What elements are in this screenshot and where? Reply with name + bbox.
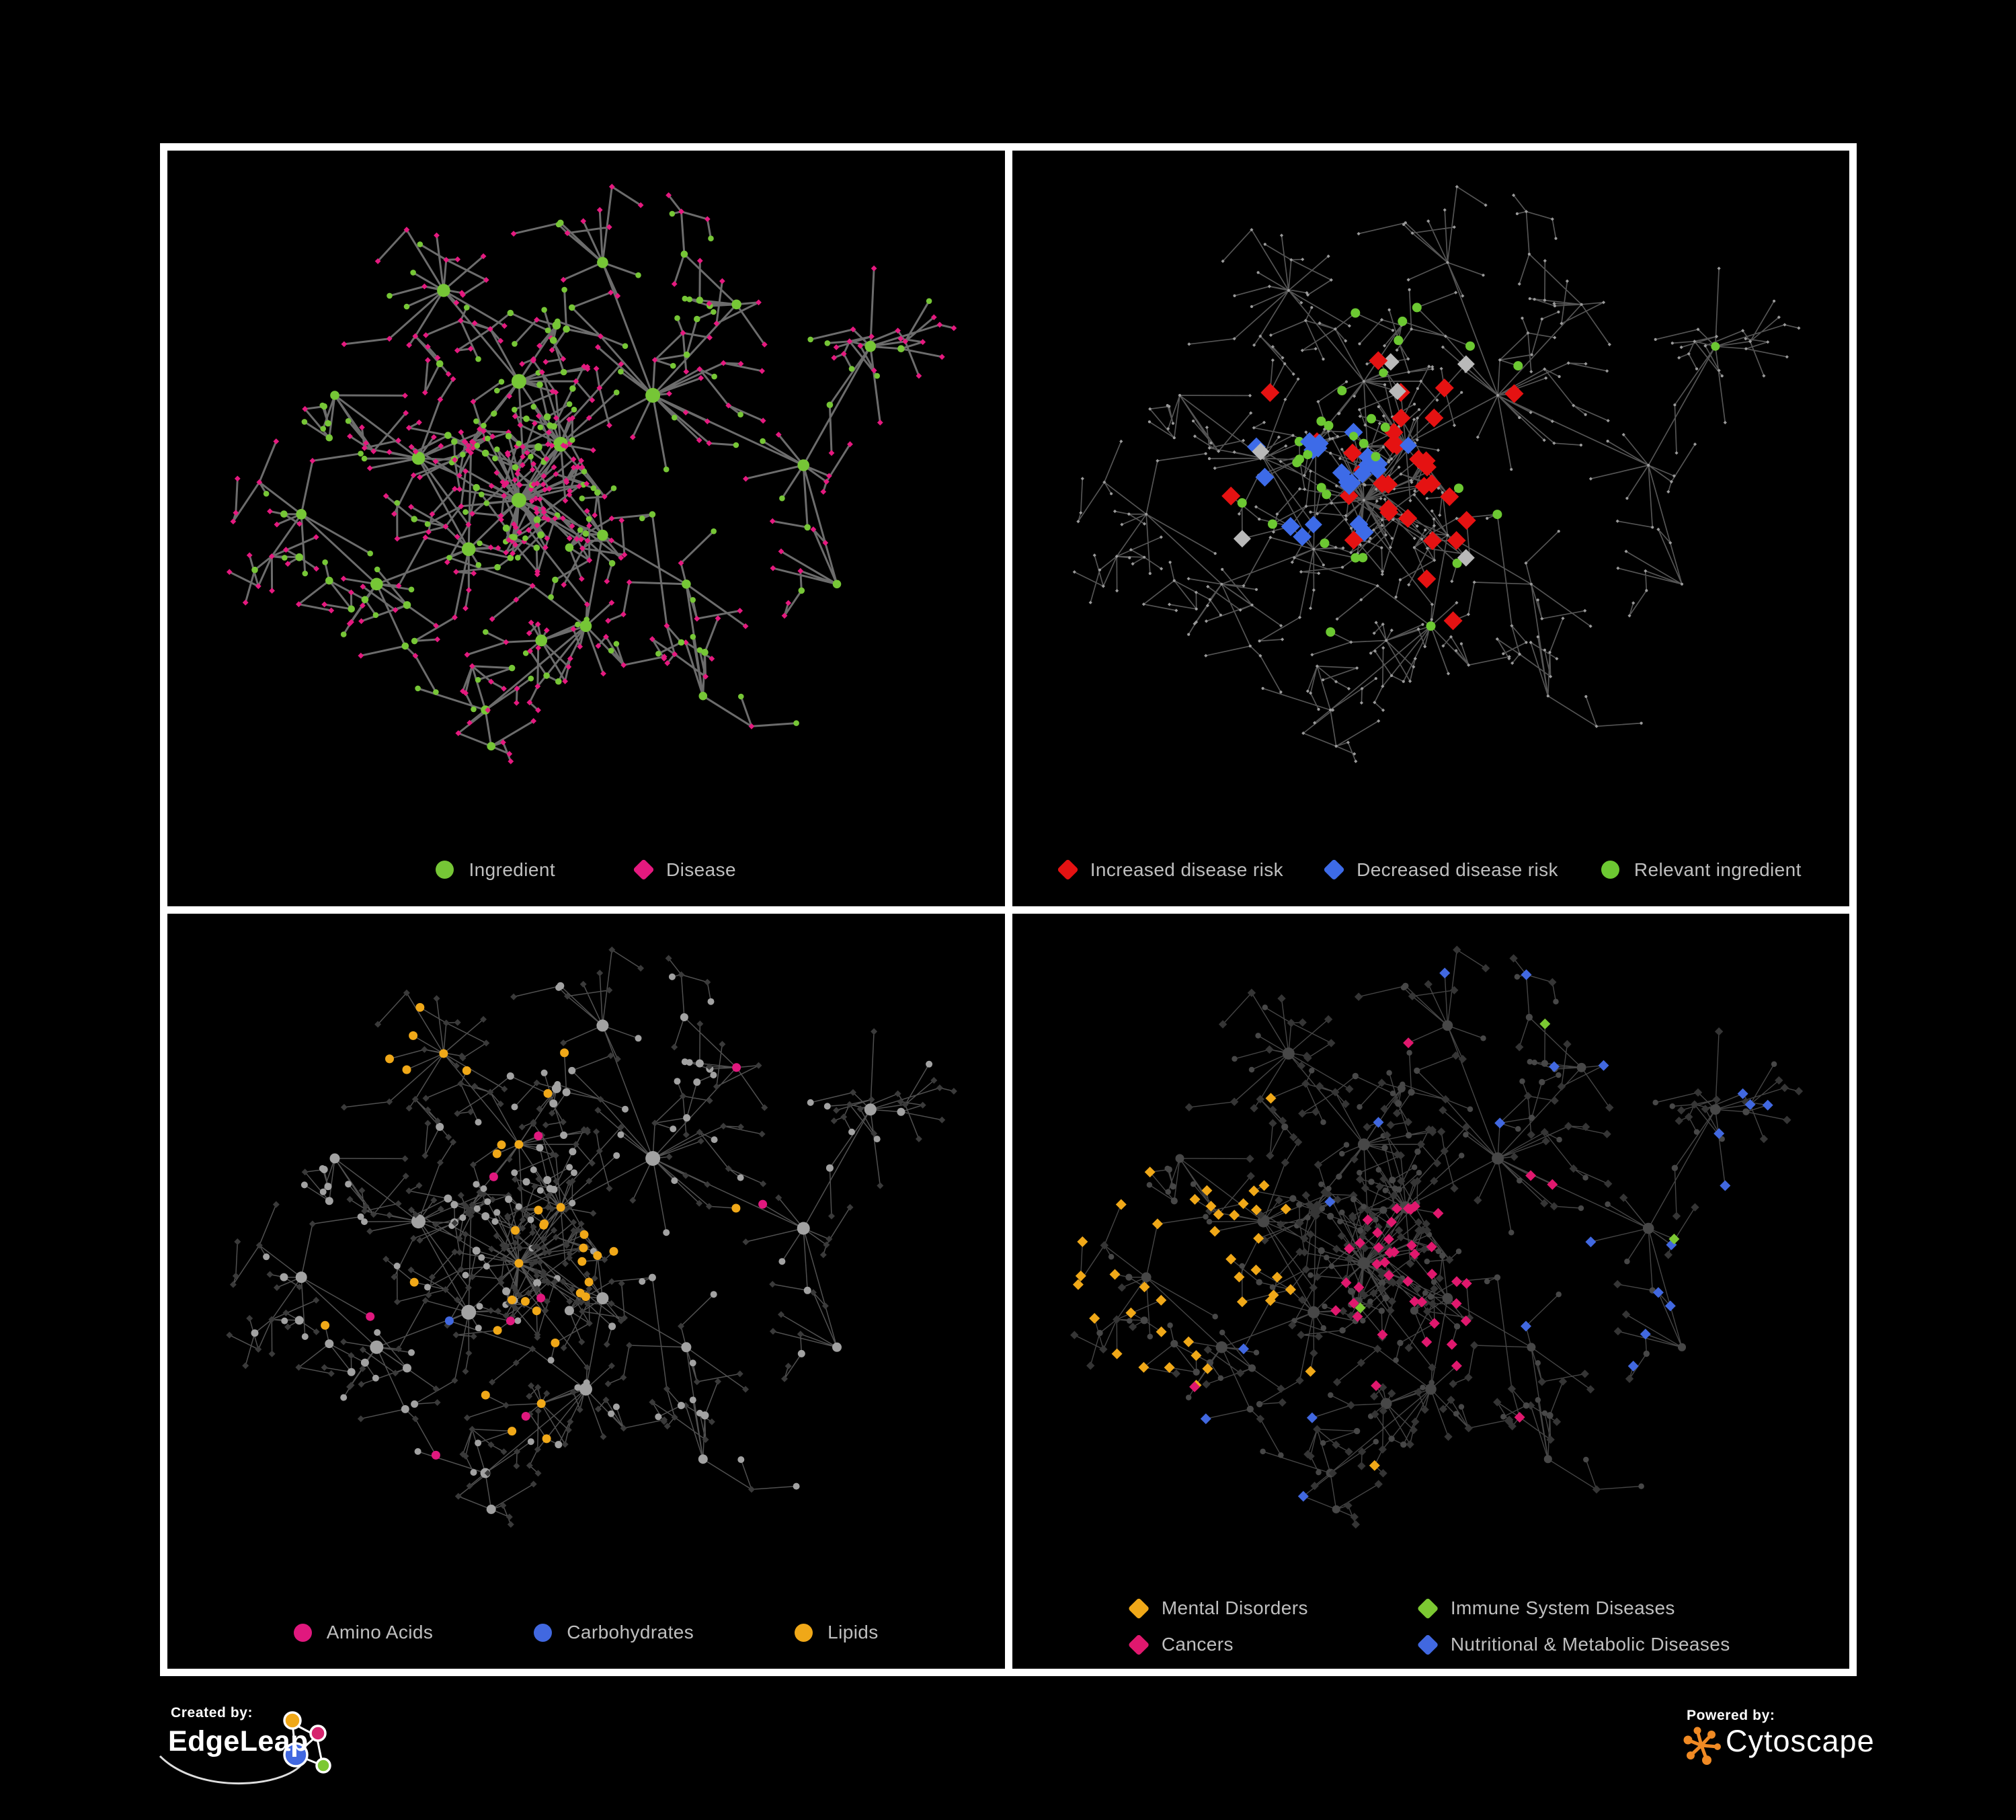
created-by-block: Created by: EdgeLeap	[153, 1698, 355, 1816]
panel-nutrient-classes: Amino Acids Carbohydrates Lipids	[167, 913, 1005, 1669]
panel4-legend: Mental Disorders Immune System Diseases …	[1128, 1597, 1730, 1656]
legend-item-mental-disorders: Mental Disorders	[1128, 1597, 1420, 1620]
disease-category-network-graph	[1070, 945, 1803, 1529]
immune-system-diamond-marker	[1417, 1597, 1439, 1620]
relevant-ingredient-circle-marker	[1601, 861, 1619, 879]
legend-label: Cancers	[1161, 1634, 1234, 1655]
legend-item-disease: Disease	[633, 859, 736, 881]
decreased-risk-diamond-marker	[1323, 859, 1345, 881]
nutritional-metabolic-diamond-marker	[1417, 1633, 1439, 1656]
powered-by-block: Powered by: Cytoscape	[1677, 1706, 1886, 1801]
legend-label: Immune System Diseases	[1450, 1597, 1675, 1618]
legend-item-ingredient: Ingredient	[436, 859, 555, 881]
powered-by-label: Powered by:	[1687, 1708, 1775, 1723]
panel-disease-categories: Mental Disorders Immune System Diseases …	[1012, 913, 1849, 1669]
legend-item-cancers: Cancers	[1128, 1633, 1420, 1656]
legend-item-amino-acids: Amino Acids	[293, 1622, 434, 1643]
ingredient-circle-marker	[436, 861, 454, 879]
legend-label: Ingredient	[469, 859, 556, 880]
legend-label: Relevant ingredient	[1634, 859, 1802, 880]
amino-acids-circle-marker	[293, 1623, 312, 1642]
legend-label: Disease	[666, 859, 736, 880]
legend-item-nutritional-metabolic-diseases: Nutritional & Metabolic Diseases	[1417, 1633, 1730, 1656]
legend-label: Carbohydrates	[567, 1622, 694, 1643]
legend-label: Increased disease risk	[1090, 859, 1284, 880]
legend-item-increased-risk: Increased disease risk	[1056, 859, 1284, 881]
panel3-legend: Amino Acids Carbohydrates Lipids	[167, 1622, 1005, 1643]
carbohydrates-circle-marker	[534, 1623, 553, 1642]
cytoscape-logo-icon	[1683, 1727, 1721, 1765]
edgeleap-logo-icon	[159, 1711, 331, 1785]
edgeleap-brand: EdgeLeap	[168, 1725, 309, 1757]
panel2-legend: Increased disease risk Decreased disease…	[1012, 859, 1850, 881]
disease-diamond-marker	[633, 859, 655, 881]
legend-label: Mental Disorders	[1161, 1597, 1308, 1618]
legend-item-immune-system-diseases: Immune System Diseases	[1417, 1597, 1730, 1620]
panel-ingredient-disease: Ingredient Disease	[167, 151, 1005, 906]
panel-grid: Ingredient Disease Increased disease ris…	[160, 143, 1857, 1676]
ingredient-disease-network-graph	[226, 184, 957, 764]
mental-disorders-diamond-marker	[1128, 1597, 1150, 1620]
panel1-legend: Ingredient Disease	[167, 859, 1005, 881]
lipids-circle-marker	[795, 1623, 813, 1642]
legend-item-lipids: Lipids	[795, 1622, 879, 1643]
cancers-diamond-marker	[1128, 1633, 1150, 1656]
nutrient-class-network-graph	[226, 946, 957, 1528]
legend-item-relevant-ingredient: Relevant ingredient	[1601, 859, 1802, 881]
legend-item-decreased-risk: Decreased disease risk	[1323, 859, 1558, 881]
legend-label: Amino Acids	[326, 1622, 434, 1643]
legend-label: Lipids	[828, 1622, 879, 1643]
panel-disease-risk: Increased disease risk Decreased disease…	[1012, 151, 1850, 906]
cytoscape-brand: Cytoscape	[1726, 1724, 1875, 1758]
legend-label: Decreased disease risk	[1357, 859, 1558, 880]
legend-item-carbohydrates: Carbohydrates	[534, 1622, 694, 1643]
legend-label: Nutritional & Metabolic Diseases	[1450, 1634, 1730, 1655]
disease-risk-network-graph	[1072, 185, 1800, 763]
increased-risk-diamond-marker	[1056, 859, 1079, 881]
created-by-label: Created by:	[171, 1705, 253, 1720]
